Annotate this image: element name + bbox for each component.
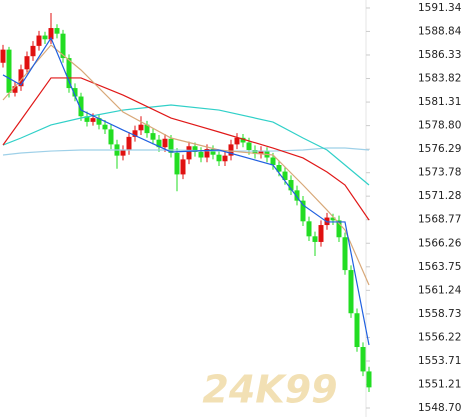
candle-body	[222, 155, 228, 162]
candle-body	[102, 124, 108, 130]
candle-body	[36, 35, 42, 46]
candle-body	[138, 124, 144, 131]
candle-body	[312, 236, 318, 242]
y-tick-label: 1583.82	[418, 73, 461, 85]
y-tick-label: 1578.80	[418, 120, 461, 132]
candle-body	[318, 225, 324, 242]
candle-body	[192, 146, 198, 152]
candle-body	[210, 149, 216, 155]
candle-body	[96, 118, 102, 125]
candle-body	[240, 137, 246, 143]
candle-body	[330, 217, 336, 221]
candle-body	[90, 118, 96, 122]
candle-body	[270, 157, 276, 166]
y-tick-label: 1558.73	[418, 308, 461, 320]
candle-body	[18, 69, 24, 87]
y-tick-label: 1591.34	[418, 2, 462, 14]
candle-body	[66, 58, 72, 89]
candle-body	[156, 139, 162, 148]
y-tick-label: 1573.78	[418, 167, 461, 179]
y-tick-label: 1588.84	[418, 25, 462, 37]
watermark: 24K99	[202, 368, 337, 412]
candle-body	[30, 45, 36, 57]
candle-body	[360, 347, 366, 372]
candle-body	[162, 138, 168, 148]
y-tick-label: 1581.31	[418, 96, 461, 108]
candle-body	[276, 165, 282, 172]
candle-body	[288, 180, 294, 191]
candle-body	[42, 35, 48, 40]
candle-body	[216, 154, 222, 162]
y-tick-label: 1568.77	[418, 214, 461, 226]
candle-body	[294, 190, 300, 201]
y-tick-label: 1563.75	[418, 261, 461, 273]
candle-body	[108, 129, 114, 145]
candle-body	[300, 200, 306, 222]
y-tick-label: 1586.33	[418, 49, 461, 61]
candle-body	[78, 96, 84, 117]
candle-body	[0, 49, 6, 63]
candle-body	[282, 171, 288, 181]
candle-body	[126, 136, 132, 151]
candle-body	[234, 137, 240, 145]
moving-average-line	[2, 36, 370, 346]
candle-body	[252, 150, 258, 154]
candle-body	[180, 159, 186, 175]
candle-body	[54, 28, 60, 34]
candle-body	[228, 144, 234, 156]
candle-body	[120, 150, 126, 156]
candle-body	[48, 28, 54, 40]
y-tick-label: 1561.24	[418, 284, 462, 296]
y-tick-label: 1566.26	[418, 237, 462, 249]
y-tick-label: 1551.21	[418, 378, 461, 390]
moving-average-line	[2, 77, 370, 221]
moving-average-line	[2, 44, 370, 286]
candle-body	[366, 371, 372, 388]
candle-body	[84, 116, 90, 122]
candle-body	[186, 146, 192, 160]
candle-body	[336, 220, 342, 238]
y-tick-label: 1556.22	[418, 331, 461, 343]
candle-body	[72, 88, 78, 97]
candle-body	[342, 237, 348, 271]
y-tick-label: 1553.71	[418, 355, 461, 367]
candle-body	[12, 86, 18, 93]
moving-average-line	[2, 104, 370, 186]
candle-body	[258, 150, 264, 154]
candle-body	[174, 152, 180, 175]
candle-body	[246, 142, 252, 151]
candle-body	[24, 56, 30, 70]
candle-body	[354, 313, 360, 348]
candle-body	[168, 138, 174, 153]
candle-body	[144, 124, 150, 134]
candle-body	[132, 130, 138, 137]
y-tick-label: 1576.29	[418, 143, 461, 155]
y-tick-label: 1548.70	[418, 402, 461, 414]
candle-body	[60, 33, 66, 59]
candle-body	[6, 49, 12, 93]
candle-body	[348, 270, 354, 314]
y-tick-label: 1571.28	[418, 190, 461, 202]
candle-body	[150, 133, 156, 140]
candle-body	[306, 221, 312, 237]
candle-body	[198, 151, 204, 158]
candle-body	[204, 149, 210, 158]
